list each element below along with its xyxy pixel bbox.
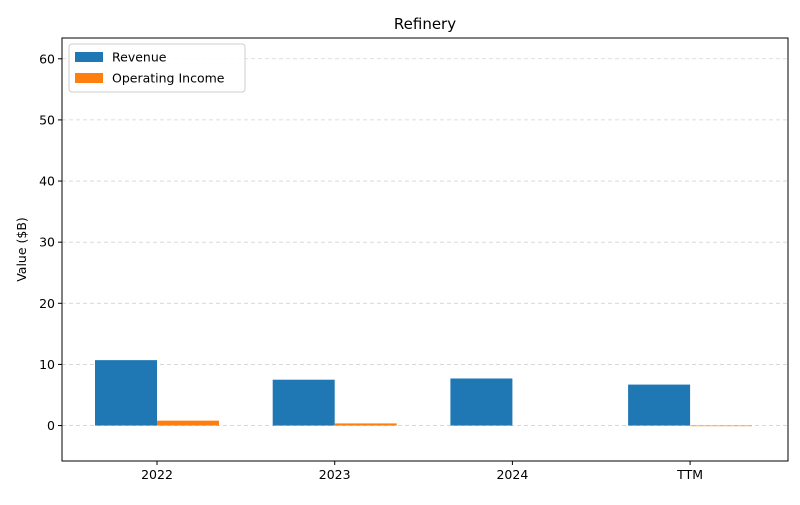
x-tick-label: TTM [676,467,703,482]
y-tick-label: 40 [39,174,55,189]
x-ticks: 2022 2023 2024 TTM [141,461,703,482]
y-axis-title: Value ($B) [14,217,29,282]
legend: Revenue Operating Income [68,43,246,93]
legend-box [68,43,246,93]
y-tick-label: 0 [47,418,55,433]
grid-layer [62,58,788,426]
bar-revenue-2023 [272,379,335,426]
legend-swatch-revenue [75,52,103,62]
x-tick-label: 2022 [141,467,173,482]
legend-label-operating-income: Operating Income [112,71,225,86]
x-tick-label: 2024 [496,467,528,482]
bar-operating-income-2023 [334,423,397,426]
bar-revenue-2022 [95,360,157,426]
x-tick-label: 2023 [319,467,351,482]
legend-swatch-operating-income [75,73,103,83]
y-tick-label: 10 [39,357,55,372]
y-tick-label: 20 [39,296,55,311]
y-tick-label: 50 [39,112,55,127]
bar-revenue-ttm [628,384,691,426]
y-tick-label: 60 [39,51,55,66]
plot-frame [61,37,789,462]
chart-title: Refinery [394,15,456,33]
legend-label-revenue: Revenue [112,50,167,65]
bar-revenue-2024 [450,378,513,426]
bars-layer [95,360,753,427]
y-ticks: 0 10 20 30 40 50 60 [39,51,62,433]
y-tick-label: 30 [39,235,55,250]
bar-operating-income-ttm [690,425,753,427]
bar-operating-income-2022 [157,420,219,426]
